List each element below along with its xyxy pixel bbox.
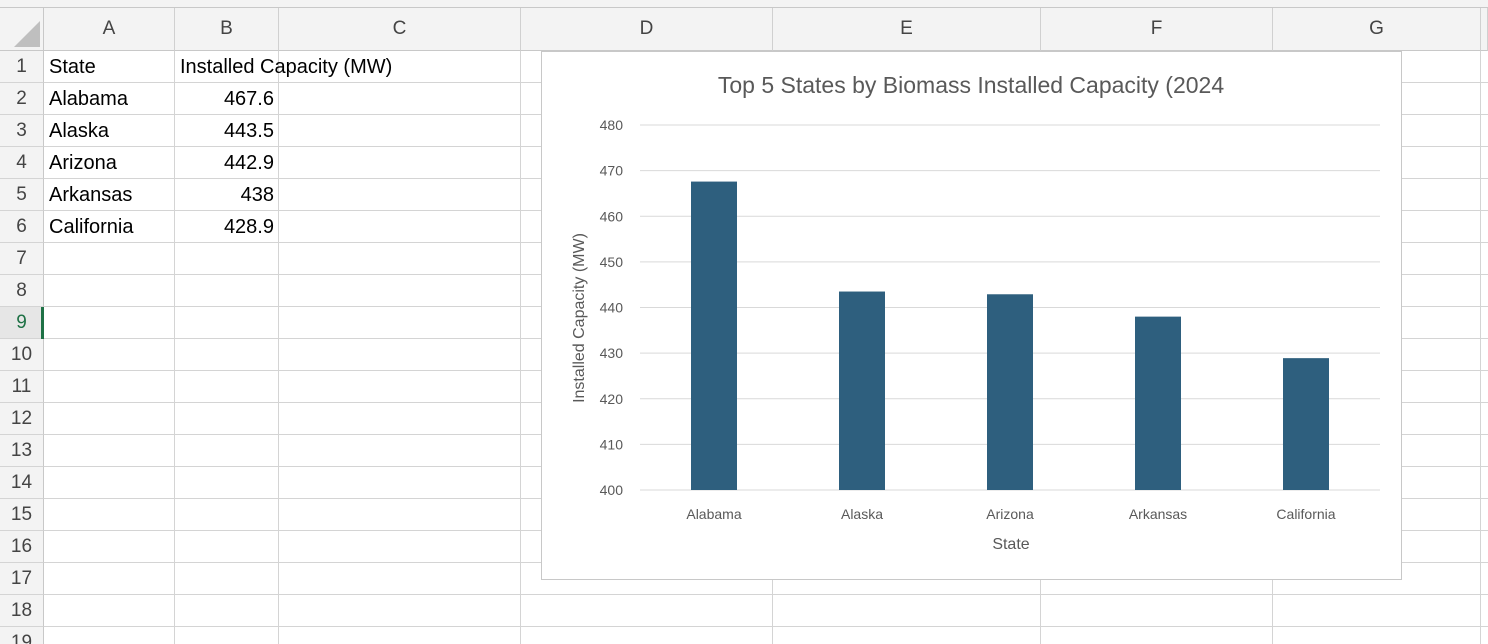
row-header[interactable]: 1 xyxy=(0,51,44,83)
column-header-f[interactable]: F xyxy=(1041,8,1273,51)
row-header[interactable]: 12 xyxy=(0,403,44,435)
cell-state[interactable]: Alabama xyxy=(49,87,128,110)
grid-line xyxy=(44,594,1488,595)
grid-line xyxy=(520,51,521,644)
select-all-corner[interactable] xyxy=(0,8,44,51)
column-header-a[interactable]: A xyxy=(44,8,175,51)
grid-line xyxy=(44,626,1488,627)
row-header[interactable]: 2 xyxy=(0,83,44,115)
x-axis-ticks: Alabama Alaska Arizona Arkansas California xyxy=(686,506,1335,522)
cell-state[interactable]: Arkansas xyxy=(49,183,133,206)
x-axis-title: State xyxy=(992,536,1029,553)
row-header[interactable]: 11 xyxy=(0,371,44,403)
bar-chart[interactable]: Top 5 States by Biomass Installed Capaci… xyxy=(541,51,1402,580)
y-tick-label: 440 xyxy=(600,300,624,316)
x-tick-label: Arizona xyxy=(986,506,1034,522)
grid-line xyxy=(1480,51,1481,644)
bar-alabama[interactable] xyxy=(691,181,737,490)
grid-line xyxy=(174,51,175,644)
y-tick-label: 460 xyxy=(600,208,624,224)
y-tick-label: 470 xyxy=(600,163,624,179)
select-all-triangle xyxy=(14,21,40,47)
x-tick-label: Alabama xyxy=(686,506,741,522)
bar-arizona[interactable] xyxy=(987,294,1033,490)
column-header-c[interactable]: C xyxy=(279,8,521,51)
row-header[interactable]: 13 xyxy=(0,435,44,467)
y-tick-label: 430 xyxy=(600,345,624,361)
cell-capacity[interactable]: 438 xyxy=(240,183,274,206)
row-header[interactable]: 15 xyxy=(0,499,44,531)
cell-a1-header[interactable]: State xyxy=(49,55,96,78)
column-header-e[interactable]: E xyxy=(773,8,1041,51)
cell-state[interactable]: California xyxy=(49,215,134,238)
y-tick-label: 400 xyxy=(600,482,624,498)
cell-capacity[interactable]: 467.6 xyxy=(223,87,274,110)
row-header[interactable]: 16 xyxy=(0,531,44,563)
row-header[interactable]: 17 xyxy=(0,563,44,595)
cell-state[interactable]: Alaska xyxy=(49,119,110,142)
cell-state[interactable]: Arizona xyxy=(49,151,117,174)
row-header[interactable]: 6 xyxy=(0,211,44,243)
x-tick-label: Alaska xyxy=(841,506,883,522)
column-header-d[interactable]: D xyxy=(521,8,773,51)
row-header-active[interactable]: 9 xyxy=(0,307,44,339)
row-header[interactable]: 8 xyxy=(0,275,44,307)
cell-capacity[interactable]: 428.9 xyxy=(223,215,274,238)
chart-svg: Top 5 States by Biomass Installed Capaci… xyxy=(571,72,1380,553)
y-axis-title: Installed Capacity (MW) xyxy=(571,233,588,403)
column-header-b[interactable]: B xyxy=(175,8,279,51)
bar-arkansas[interactable] xyxy=(1135,316,1181,490)
bar-california[interactable] xyxy=(1283,358,1329,490)
chart-bars xyxy=(691,181,1329,490)
cell-b1-header[interactable]: Installed Capacity (MW) xyxy=(180,55,393,78)
row-header[interactable]: 5 xyxy=(0,179,44,211)
column-header-g[interactable]: G xyxy=(1273,8,1481,51)
row-header[interactable]: 7 xyxy=(0,243,44,275)
grid-line xyxy=(278,51,279,644)
y-axis-ticks: 400 410 420 430 440 450 460 470 480 xyxy=(600,117,624,498)
y-tick-label: 450 xyxy=(600,254,624,270)
y-tick-label: 480 xyxy=(600,117,624,133)
row-header[interactable]: 18 xyxy=(0,595,44,627)
cell-capacity[interactable]: 442.9 xyxy=(223,151,274,174)
chart-title: Top 5 States by Biomass Installed Capaci… xyxy=(718,72,1224,98)
row-header[interactable]: 3 xyxy=(0,115,44,147)
column-header-h[interactable] xyxy=(1481,8,1488,51)
cell-capacity[interactable]: 443.5 xyxy=(223,119,274,142)
row-header[interactable]: 10 xyxy=(0,339,44,371)
row-header[interactable]: 19 xyxy=(0,627,44,644)
y-tick-label: 420 xyxy=(600,391,624,407)
bar-alaska[interactable] xyxy=(839,291,885,490)
row-header[interactable]: 14 xyxy=(0,467,44,499)
x-tick-label: Arkansas xyxy=(1129,506,1187,522)
ribbon-edge xyxy=(0,0,1488,8)
y-tick-label: 410 xyxy=(600,436,624,452)
x-tick-label: California xyxy=(1276,506,1335,522)
row-header[interactable]: 4 xyxy=(0,147,44,179)
